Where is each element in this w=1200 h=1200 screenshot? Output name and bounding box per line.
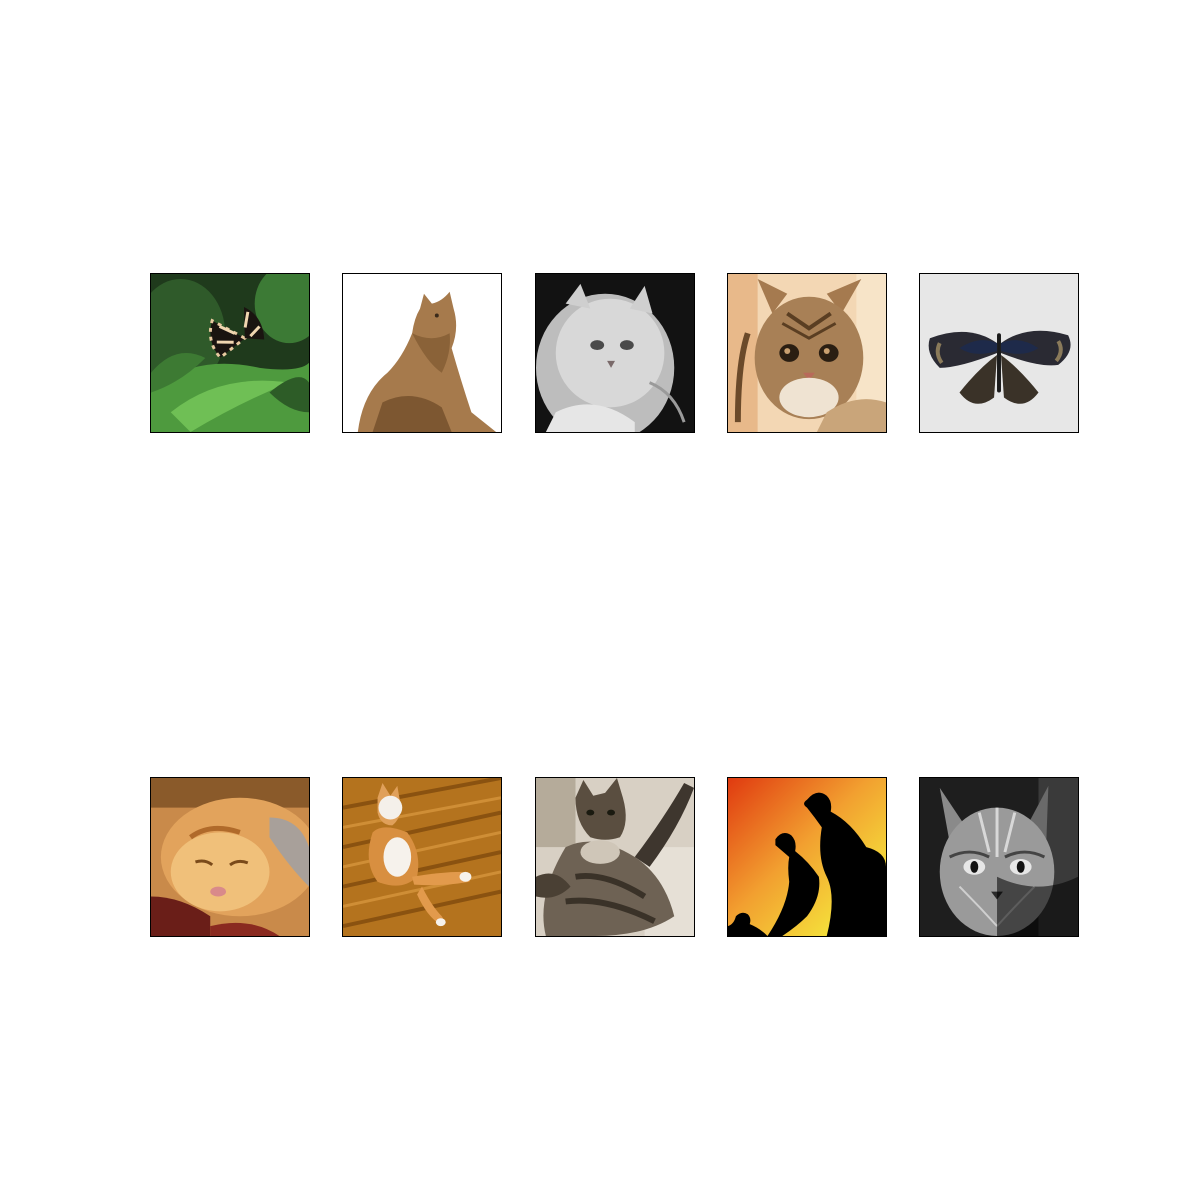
image-tile-tabby-cat-face bbox=[727, 273, 887, 433]
image-tile-fluffy-cat bbox=[535, 777, 695, 937]
sleeping-cat-icon bbox=[151, 778, 309, 936]
image-tile-bird-silhouettes bbox=[727, 777, 887, 937]
bird-silhouettes-icon bbox=[728, 778, 886, 936]
image-tile-cat-on-floor bbox=[342, 777, 502, 937]
image-tile-grayscale-cat-face bbox=[919, 777, 1079, 937]
sitting-cat-icon bbox=[343, 274, 501, 432]
image-tile-dark-butterfly bbox=[919, 273, 1079, 433]
white-persian-cat-icon bbox=[536, 274, 694, 432]
grayscale-cat-face-icon bbox=[920, 778, 1078, 936]
image-tile-butterfly-leaves bbox=[150, 273, 310, 433]
butterfly-on-leaves-icon bbox=[151, 274, 309, 432]
tabby-cat-face-icon bbox=[728, 274, 886, 432]
cat-on-floor-icon bbox=[343, 778, 501, 936]
fluffy-cat-icon bbox=[536, 778, 694, 936]
image-tile-white-persian-cat bbox=[535, 273, 695, 433]
dark-butterfly-icon bbox=[920, 274, 1078, 432]
image-tile-sitting-cat bbox=[342, 273, 502, 433]
image-tile-sleeping-cat bbox=[150, 777, 310, 937]
